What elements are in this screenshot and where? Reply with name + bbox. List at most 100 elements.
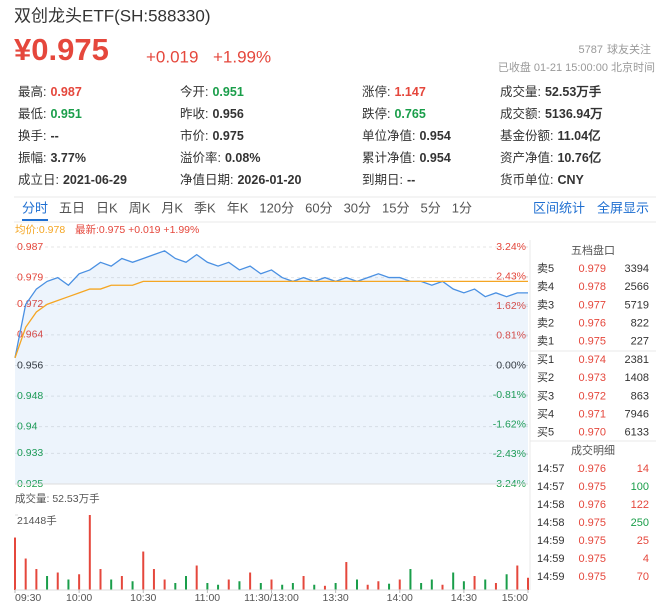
stat: 跌停: 0.765 xyxy=(362,106,426,121)
volume-bar xyxy=(323,585,326,590)
book-side: 卖5 xyxy=(537,262,554,275)
followers-label[interactable]: 球友关注 xyxy=(607,42,651,56)
trade-price: 0.975 xyxy=(578,571,606,583)
trade-time: 14:59 xyxy=(537,535,565,547)
y2-tick-label: 0.81% xyxy=(496,330,526,342)
tab[interactable]: 周K xyxy=(129,200,151,215)
stat-value: -- xyxy=(407,173,415,187)
volume-bar xyxy=(377,581,380,590)
book-price: 0.974 xyxy=(578,354,606,366)
book-volume: 3394 xyxy=(625,263,649,275)
y-tick-label: 0.979 xyxy=(17,271,43,283)
book-price: 0.977 xyxy=(578,299,606,311)
book-side: 卖3 xyxy=(537,298,554,311)
volume-bar xyxy=(356,579,358,590)
series-line xyxy=(14,280,528,359)
tab[interactable]: 分时 xyxy=(22,200,48,215)
tab[interactable]: 60分 xyxy=(305,200,332,215)
stat-value: 0.975 xyxy=(212,129,243,143)
tab[interactable]: 30分 xyxy=(344,200,371,215)
book-side: 买1 xyxy=(537,353,554,366)
y-tick-label: 0.933 xyxy=(17,447,43,459)
stat-label: 最低: xyxy=(18,107,46,121)
trade-price: 0.975 xyxy=(578,517,606,529)
stat: 成交量: 52.53万手 xyxy=(500,84,602,99)
stat-value: 52.53万手 xyxy=(545,84,602,99)
stat: 涨停: 1.147 xyxy=(362,84,426,99)
book-volume: 6133 xyxy=(625,427,649,439)
volume-bar xyxy=(441,584,444,590)
stat-label: 昨收: xyxy=(180,107,208,121)
stat: 市价: 0.975 xyxy=(180,128,244,143)
book-volume: 1408 xyxy=(625,372,649,384)
tool-link[interactable]: 全屏显示 xyxy=(597,200,649,215)
y2-tick-label: -1.62% xyxy=(493,419,526,431)
trade-volume: 122 xyxy=(631,499,649,511)
tab[interactable]: 日K xyxy=(96,200,118,215)
book-side: 买2 xyxy=(537,371,554,384)
book-volume: 822 xyxy=(631,318,649,330)
volume-bar xyxy=(24,558,27,590)
trade-time: 14:58 xyxy=(537,499,565,511)
x-tick-label: 09:30 xyxy=(15,592,41,604)
stat-value: 5136.94万 xyxy=(545,107,603,121)
status: 已收盘 01-21 15:00:00 北京时间 xyxy=(498,60,655,74)
volume-bar xyxy=(302,576,305,590)
stat-label: 跌停: xyxy=(362,106,390,121)
y2-tick-label: -0.81% xyxy=(493,389,526,401)
volume-bar xyxy=(452,572,455,590)
volume-bar xyxy=(163,579,166,590)
tab[interactable]: 五日 xyxy=(59,200,85,215)
book-price: 0.970 xyxy=(578,427,606,439)
tab[interactable]: 月K xyxy=(161,200,183,215)
book-side: 卖1 xyxy=(537,335,554,348)
tab[interactable]: 年K xyxy=(227,200,249,215)
book-side: 卖4 xyxy=(537,280,554,293)
stat-label: 市价: xyxy=(180,128,208,143)
y-tick-label: 0.948 xyxy=(17,390,43,402)
book-price: 0.975 xyxy=(578,336,606,348)
stat-value: 0.08% xyxy=(225,151,260,165)
volume-bar xyxy=(398,579,401,590)
tool-link[interactable]: 区间统计 xyxy=(533,200,585,215)
volume-bar xyxy=(313,584,316,590)
stat: 净值日期: 2026-01-20 xyxy=(180,172,301,187)
stat: 累计净值: 0.954 xyxy=(362,150,451,165)
trade-price: 0.975 xyxy=(578,535,606,547)
y-tick-label: 0.987 xyxy=(17,241,43,253)
x-tick-label: 14:30 xyxy=(451,592,477,604)
volume-bar xyxy=(120,576,123,590)
y2-tick-label: 3.24% xyxy=(496,241,526,253)
stat-label: 基金份额: xyxy=(500,128,553,143)
stat-value: 0.765 xyxy=(394,107,425,121)
volume-bar xyxy=(259,583,262,590)
y-tick-label: 21448手 xyxy=(17,514,57,527)
book-volume: 863 xyxy=(631,390,649,402)
stat-value: 0.951 xyxy=(212,85,243,99)
stat: 换手: -- xyxy=(18,129,59,143)
stat-value: 0.987 xyxy=(50,85,81,99)
stat-label: 货币单位: xyxy=(500,172,553,187)
tab[interactable]: 120分 xyxy=(259,200,294,215)
stat-label: 最高: xyxy=(18,84,46,99)
tab[interactable]: 15分 xyxy=(382,200,409,215)
volume-bar xyxy=(291,583,294,590)
volume-bar xyxy=(35,569,38,590)
trade-volume: 250 xyxy=(631,517,649,529)
price: ¥0.975 xyxy=(14,32,109,67)
trade-volume: 100 xyxy=(631,481,649,493)
tab[interactable]: 5分 xyxy=(421,200,441,215)
volume-bar xyxy=(185,576,187,590)
volume-bar xyxy=(195,565,198,590)
volume-bar xyxy=(56,572,59,590)
price-area xyxy=(15,250,528,484)
stat-label: 累计净值: xyxy=(362,150,415,165)
tab[interactable]: 1分 xyxy=(452,200,472,215)
stat: 到期日: -- xyxy=(362,173,415,187)
tab[interactable]: 季K xyxy=(194,200,216,215)
volume-bar xyxy=(494,583,497,590)
stat-value: 2021-06-29 xyxy=(63,173,127,187)
stat: 基金份额: 11.04亿 xyxy=(500,128,601,143)
